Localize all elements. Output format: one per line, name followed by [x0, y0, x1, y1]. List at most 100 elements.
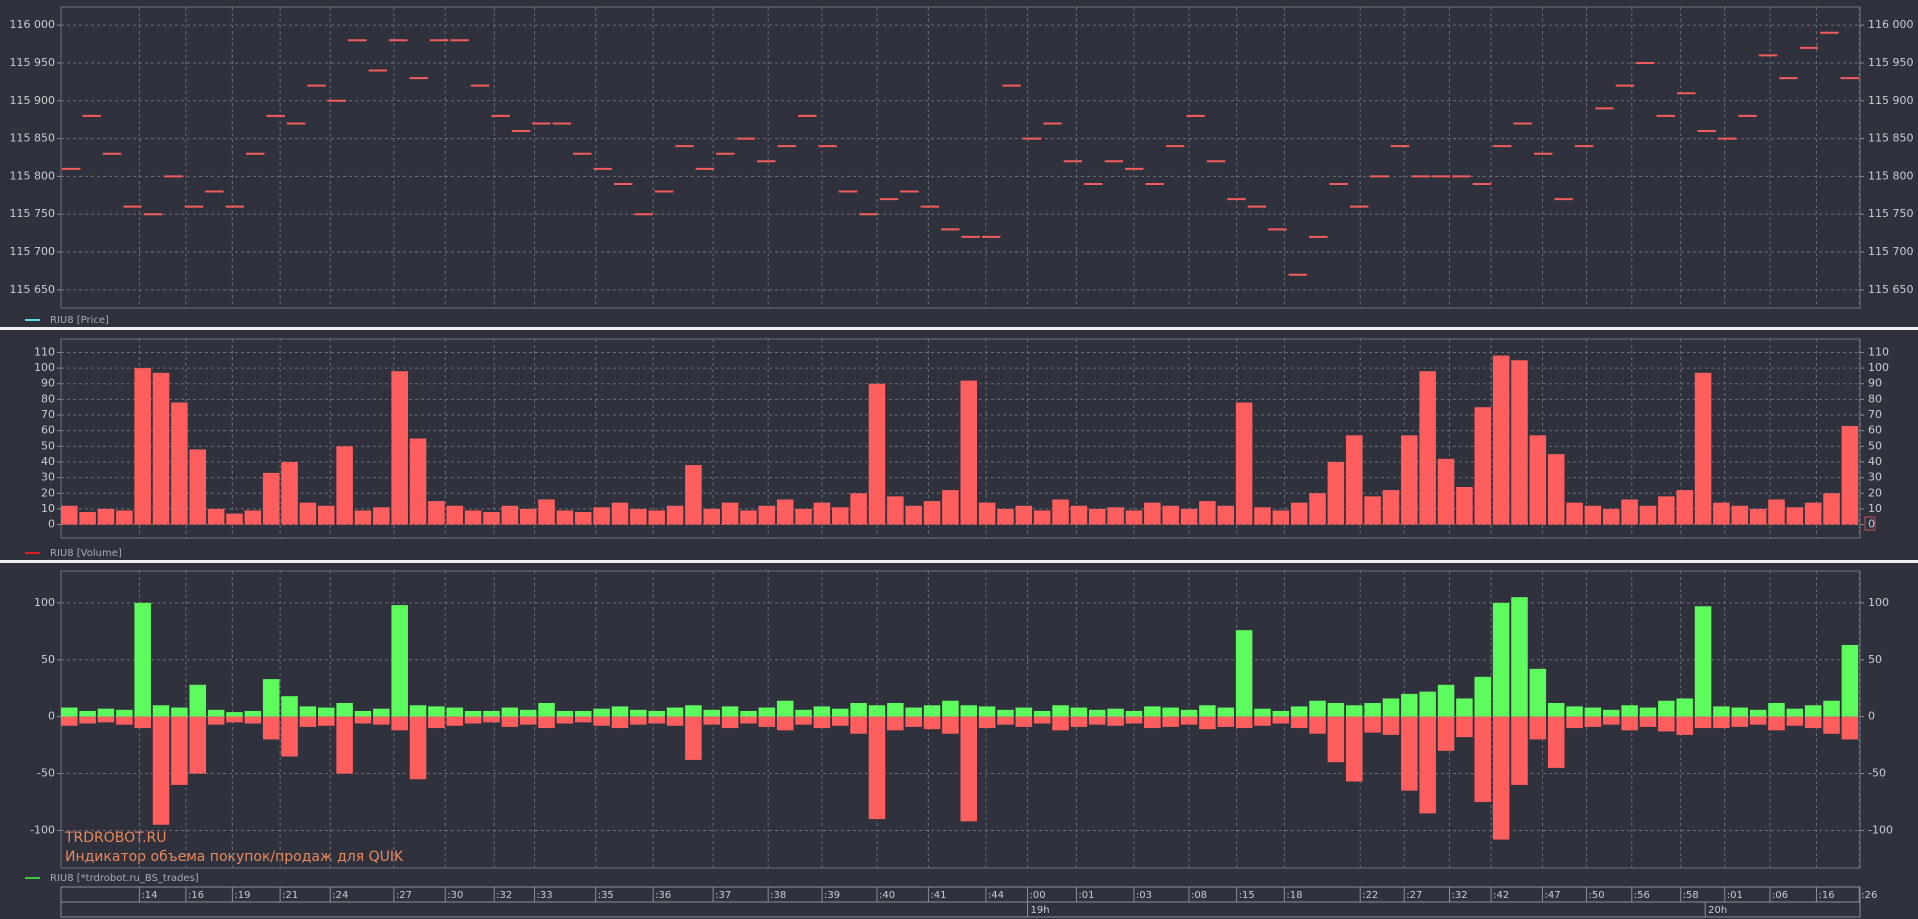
sell-bar	[942, 716, 959, 734]
sell-bar	[244, 716, 262, 724]
bar	[61, 707, 78, 717]
sell-bar	[1364, 716, 1381, 733]
bar	[116, 510, 133, 525]
sell-bar	[152, 716, 170, 825]
time-label: :40	[879, 890, 895, 901]
bar	[1382, 490, 1400, 525]
bar	[428, 501, 445, 525]
bar	[740, 710, 757, 717]
time-label: :47	[1544, 890, 1560, 901]
time-label: :01	[1727, 890, 1743, 901]
bar	[666, 707, 684, 717]
bar	[152, 372, 170, 525]
bar	[978, 706, 996, 717]
bar	[1676, 698, 1693, 717]
bar	[630, 508, 647, 525]
bar	[391, 371, 408, 525]
sell-bar	[1768, 716, 1785, 731]
bar	[850, 493, 867, 525]
sell-bar	[318, 716, 335, 726]
sell-bar	[189, 716, 207, 774]
sell-bar	[758, 716, 776, 727]
bar	[262, 472, 280, 525]
bar	[1217, 707, 1235, 717]
sell-bar	[1052, 716, 1069, 731]
bar	[262, 679, 280, 717]
bar	[1768, 499, 1785, 525]
time-label: :30	[447, 890, 463, 901]
y-tick-label: 0	[48, 518, 55, 531]
bar	[1309, 700, 1326, 717]
y-tick-label: 115 950	[1868, 56, 1914, 69]
y-tick-label: 115 700	[10, 245, 56, 258]
bar	[1584, 505, 1602, 525]
legend-label: RIU8 [*trdrobot.ru_BS_trades]	[50, 873, 199, 884]
bar	[1180, 709, 1198, 717]
sell-bar	[1401, 716, 1418, 791]
bar	[685, 705, 702, 717]
sell-bar	[464, 716, 482, 724]
bar	[336, 446, 353, 525]
bar	[942, 700, 959, 717]
sell-bar	[501, 716, 519, 727]
sell-bar	[776, 716, 794, 731]
sell-bar	[1254, 716, 1271, 726]
y-tick-label: 70	[41, 408, 55, 421]
sell-bar	[61, 716, 78, 726]
bar	[373, 507, 390, 525]
bar	[538, 703, 555, 717]
time-label: :27	[396, 890, 412, 901]
bar	[1547, 703, 1565, 717]
time-label: :32	[1452, 890, 1468, 901]
bar	[1547, 454, 1565, 525]
bar	[1272, 710, 1290, 717]
bar	[1254, 507, 1271, 525]
bar	[134, 602, 151, 717]
bar	[1180, 508, 1198, 525]
sell-bar	[1603, 716, 1620, 725]
bar	[758, 707, 776, 717]
bar	[1658, 700, 1675, 717]
hour-label: 20h	[1708, 905, 1727, 916]
bar	[391, 605, 408, 717]
bar	[868, 705, 886, 717]
y-tick-label: 115 750	[10, 207, 56, 220]
bar	[1566, 706, 1583, 717]
time-label: :03	[1136, 890, 1152, 901]
sell-bar	[1309, 716, 1326, 734]
bar	[575, 710, 592, 717]
sell-bar	[1107, 716, 1124, 726]
sell-bar	[1713, 716, 1730, 729]
time-label: :39	[824, 890, 840, 901]
time-label: :01	[1078, 890, 1094, 901]
bar	[923, 705, 941, 717]
bar	[703, 508, 721, 525]
sell-bar	[1125, 716, 1143, 724]
y-tick-label: 115 650	[1868, 283, 1914, 296]
y-tick-label: 116 000	[10, 18, 56, 31]
y-tick-label: 115 900	[10, 94, 56, 107]
y-tick-label: 60	[1868, 424, 1882, 437]
sell-bar	[1676, 716, 1693, 735]
bar	[556, 510, 574, 525]
bar	[207, 508, 225, 525]
sell-bar	[483, 716, 500, 723]
bar	[1070, 505, 1088, 525]
bar	[409, 438, 427, 525]
sell-bar	[1199, 716, 1216, 730]
legend-label: RIU8 [Price]	[50, 315, 109, 326]
bar	[1456, 698, 1473, 717]
y-tick-label: 90	[1868, 377, 1882, 390]
bar	[556, 710, 574, 717]
annotation: Индикатор объема покупок/продаж для QUIK	[65, 849, 404, 865]
y-tick-label: 10	[1868, 502, 1882, 515]
bar	[1639, 505, 1657, 525]
bar	[593, 507, 610, 525]
bar	[575, 512, 592, 525]
time-label: :32	[496, 890, 512, 901]
sell-bar	[868, 716, 886, 820]
time-label: :14	[141, 890, 157, 901]
bar	[538, 499, 555, 525]
bar	[1107, 507, 1124, 525]
